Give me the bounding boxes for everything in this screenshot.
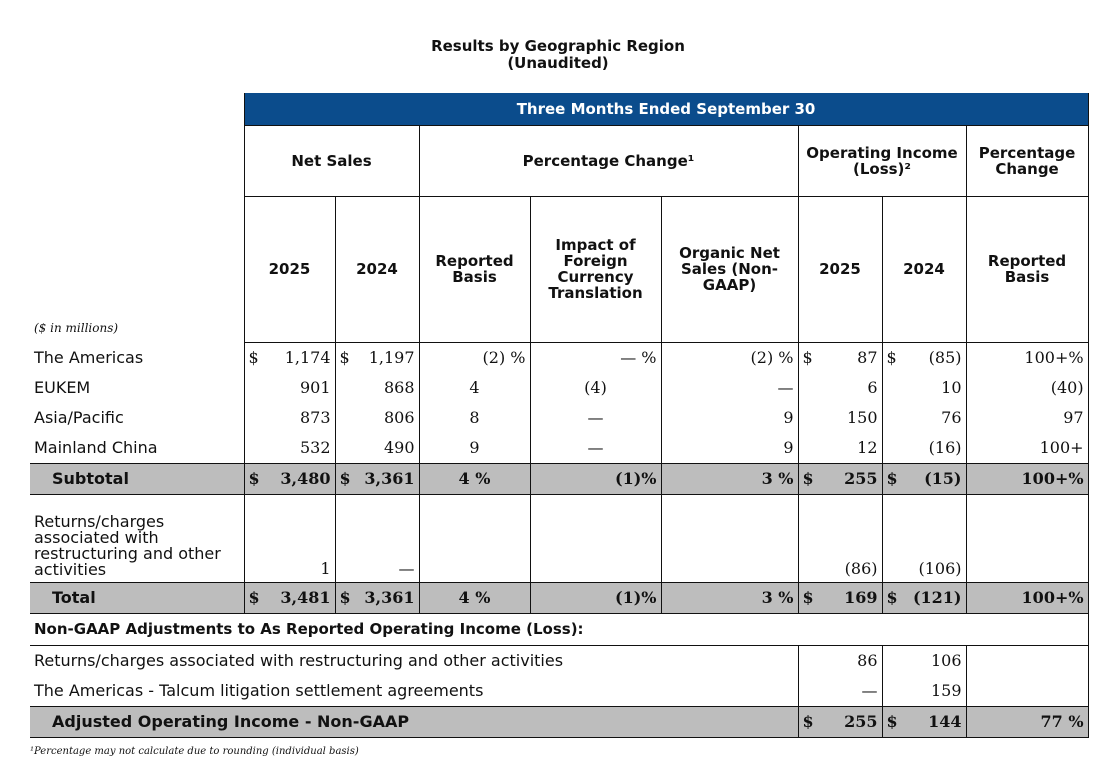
adjusted-row: Adjusted Operating Income - Non-GAAP $25…	[30, 705, 1089, 738]
units-label: ($ in millions)	[34, 321, 119, 335]
pct-change2-header: Percentage Change	[966, 124, 1089, 196]
results-table: Three Months Ended September 30 Net Sale…	[30, 93, 1089, 738]
report-subtitle: (Unaudited)	[507, 54, 609, 72]
table-row: Asia/Pacific 873 806 8 — 9 150 76 97	[30, 402, 1089, 433]
total-row: Total $3,481 $3,361 4 % (1)% 3 % $169 $(…	[30, 581, 1089, 614]
op-income-header: Operating Income (Loss)²	[798, 124, 967, 196]
pct-change-header: Percentage Change¹	[419, 124, 799, 196]
period-banner: Three Months Ended September 30	[243, 93, 1089, 125]
col-ns-2025: 2025	[243, 195, 336, 343]
col-ns-2024: 2024	[335, 195, 420, 343]
table-row: The Americas $1,174 $1,197 (2) % — % (2)…	[30, 342, 1089, 373]
subtotal-row: Subtotal $3,480 $3,361 4 % (1)% 3 % $255…	[30, 462, 1089, 495]
table-row: The Americas - Talcum litigation settlem…	[30, 675, 1089, 706]
col-oi-2025: 2025	[798, 195, 883, 343]
returns-row: Returns/charges associated with restruct…	[30, 494, 1089, 582]
col-oi-2024: 2024	[882, 195, 967, 343]
col-fx: Impact of Foreign Currency Translation	[530, 195, 662, 343]
table-row: Mainland China 532 490 9 — 9 12 (16) 100…	[30, 432, 1089, 463]
footnote: ¹Percentage may not calculate due to rou…	[30, 746, 359, 757]
table-row: Returns/charges associated with restruct…	[30, 645, 1089, 676]
col-reported2: Reported Basis	[966, 195, 1089, 343]
col-reported: Reported Basis	[419, 195, 531, 343]
report-title: Results by Geographic Region	[431, 37, 685, 55]
nongaap-header-row: Non-GAAP Adjustments to As Reported Oper…	[30, 613, 1089, 646]
col-organic: Organic Net Sales (Non-GAAP)	[661, 195, 799, 343]
table-row: EUKEM 901 868 4 (4) — 6 10 (40)	[30, 372, 1089, 403]
net-sales-header: Net Sales	[243, 124, 420, 196]
